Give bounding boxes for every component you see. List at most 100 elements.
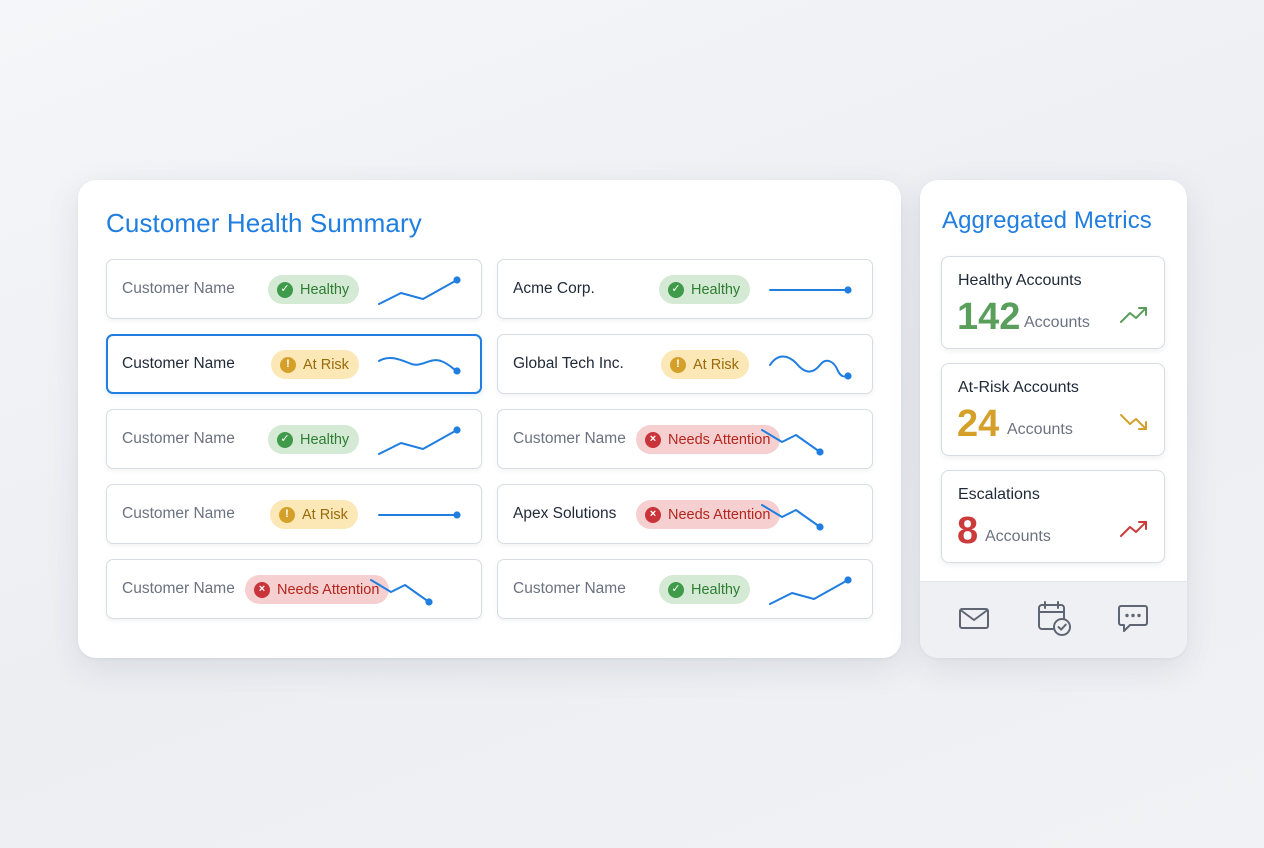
status-badge: × Needs Attention [636, 425, 781, 454]
email-button[interactable] [952, 598, 996, 638]
chat-button[interactable] [1111, 598, 1155, 638]
warning-circle-icon: ! [280, 356, 296, 373]
warning-circle-icon: ! [670, 356, 686, 373]
sparkline-endpoint [453, 511, 461, 519]
status-badge: × Needs Attention [636, 500, 781, 529]
customer-name: Customer Name [122, 580, 235, 597]
metric-card-escalations[interactable]: Escalations 8 Accounts [941, 470, 1165, 563]
status-label: At Risk [693, 356, 739, 373]
customer-grid: Customer Name ✓ Healthy Acme Corp. ✓ Healthy C… [106, 259, 873, 619]
trend-down-icon [1120, 414, 1147, 430]
status-label: Healthy [691, 281, 741, 298]
customer-row[interactable]: Global Tech Inc.! At Risk [497, 334, 873, 394]
customer-row[interactable]: Customer Name ✓ Healthy [106, 259, 482, 319]
error-circle-icon: × [254, 581, 270, 598]
customer-row[interactable]: Apex Solutions × Needs Attention [497, 484, 873, 544]
status-label: Needs Attention [277, 581, 380, 598]
status-label: Healthy [300, 431, 350, 448]
trend-up-icon [1120, 307, 1147, 323]
mail-icon [959, 608, 989, 629]
status-label: At Risk [303, 356, 349, 373]
trend-up-icon [1120, 521, 1147, 537]
status-badge: ✓ Healthy [659, 575, 751, 604]
sparkline-endpoint [844, 286, 852, 294]
customer-row[interactable]: Customer Name! At Risk [106, 484, 482, 544]
sparkline-path [769, 579, 849, 605]
trend-sparkline [761, 504, 824, 531]
customer-name: Customer Name [122, 430, 235, 447]
status-badge: ✓ Healthy [659, 275, 751, 304]
metric-unit: Accounts [1007, 421, 1073, 438]
sparkline-path [761, 504, 821, 528]
check-circle-icon: ✓ [668, 581, 684, 598]
calendar-check-icon [1038, 601, 1071, 636]
status-badge: ! At Risk [270, 500, 358, 529]
trend-sparkline [370, 579, 433, 606]
status-badge: × Needs Attention [245, 575, 390, 604]
metric-value: 142 [957, 296, 1021, 338]
trend-sparkline [378, 356, 461, 375]
trend-sparkline [761, 429, 824, 456]
sparkline-path [378, 279, 458, 305]
metric-unit: Accounts [1024, 314, 1090, 331]
trend-sparkline [769, 286, 852, 294]
customer-name: Customer Name [122, 355, 235, 372]
customer-row[interactable]: Customer Name! At Risk [106, 334, 482, 394]
sparkline-endpoint [425, 598, 433, 606]
chat-icon [1118, 605, 1148, 632]
status-label: Healthy [691, 581, 741, 598]
trend-sparkline [769, 576, 852, 605]
customer-name: Customer Name [513, 430, 626, 447]
metric-value: 24 [957, 403, 1000, 445]
customer-name: Customer Name [122, 505, 235, 522]
metric-label: At-Risk Accounts [958, 379, 1079, 396]
schedule-button[interactable] [1032, 598, 1076, 638]
metric-unit: Accounts [985, 528, 1051, 545]
summary-title: Customer Health Summary [106, 208, 422, 238]
metrics-title: Aggregated Metrics [942, 207, 1152, 234]
metric-card-at-risk[interactable]: At-Risk Accounts 24 Accounts [941, 363, 1165, 456]
customer-name: Customer Name [513, 580, 626, 597]
trend-sparkline [378, 276, 461, 305]
sparkline-path [370, 579, 430, 603]
sparkline-endpoint [844, 576, 852, 584]
sparkline-path [769, 355, 849, 378]
sparkline-path [761, 429, 821, 453]
status-label: Healthy [300, 281, 350, 298]
status-label: Needs Attention [668, 506, 771, 523]
sparkline-endpoint [816, 523, 824, 531]
warning-circle-icon: ! [279, 506, 295, 523]
customer-row[interactable]: Customer Name × Needs Attention [497, 409, 873, 469]
status-badge: ✓ Healthy [268, 275, 360, 304]
trend-sparkline [769, 355, 852, 380]
sparkline-endpoint [453, 276, 461, 284]
error-circle-icon: × [645, 431, 661, 448]
customer-name: Customer Name [122, 280, 235, 297]
customer-row[interactable]: Customer Name × Needs Attention [106, 559, 482, 619]
sparkline-path [378, 356, 458, 372]
customer-row[interactable]: Customer Name ✓ Healthy [497, 559, 873, 619]
status-label: Needs Attention [668, 431, 771, 448]
metric-label: Escalations [958, 486, 1040, 503]
customer-name: Acme Corp. [513, 280, 595, 297]
error-circle-icon: × [645, 506, 661, 523]
sparkline-endpoint [844, 372, 852, 380]
aggregated-metrics-panel: Aggregated Metrics Healthy Accounts 142 … [920, 180, 1187, 658]
action-bar [920, 581, 1187, 658]
trend-sparkline [378, 426, 461, 455]
customer-name: Global Tech Inc. [513, 355, 624, 372]
sparkline-path [378, 429, 458, 455]
status-label: At Risk [302, 506, 348, 523]
customer-row[interactable]: Acme Corp. ✓ Healthy [497, 259, 873, 319]
customer-row[interactable]: Customer Name ✓ Healthy [106, 409, 482, 469]
status-badge: ✓ Healthy [268, 425, 360, 454]
metric-label: Healthy Accounts [958, 272, 1082, 289]
metric-value: 8 [957, 510, 979, 552]
metric-card-healthy[interactable]: Healthy Accounts 142 Accounts [941, 256, 1165, 349]
customer-name: Apex Solutions [513, 505, 617, 522]
sparkline-endpoint [453, 367, 461, 375]
customer-health-summary-panel: Customer Health Summary Customer Name ✓ He… [78, 180, 901, 658]
trend-sparkline [378, 511, 461, 519]
check-circle-icon: ✓ [277, 281, 293, 298]
sparkline-endpoint [816, 448, 824, 456]
